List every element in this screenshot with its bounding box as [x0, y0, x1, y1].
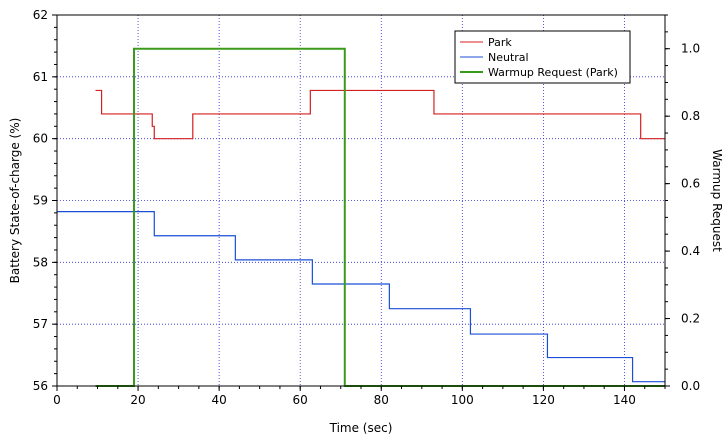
y2-tick-label: 0.2 — [681, 312, 700, 326]
grid-lines — [56, 14, 665, 387]
x-axis-title: Time (sec) — [329, 421, 393, 435]
y-tick-label: 56 — [33, 379, 48, 393]
series-line-warmup-request-park — [95, 47, 665, 387]
legend-label-warmup-request: Warmup Request (Park) — [488, 66, 618, 79]
x-tick-label: 60 — [293, 393, 308, 407]
x-tick-label: 140 — [613, 393, 636, 407]
y-tick-label: 59 — [33, 194, 48, 208]
y-tick-label: 57 — [33, 317, 48, 331]
y-axis-right: 0.0 0.2 0.4 0.6 0.8 1.0 — [665, 14, 700, 393]
legend-box — [454, 30, 631, 84]
x-tick-label: 40 — [211, 393, 226, 407]
y-axis-right-title: Warmup Request — [710, 149, 724, 252]
legend-label-neutral: Neutral — [488, 51, 529, 64]
y-axis-left-title: Battery State-of-charge (%) — [8, 118, 22, 284]
y2-tick-label: 0.4 — [681, 244, 700, 258]
y-tick-label: 61 — [33, 70, 48, 84]
y2-tick-label: 0.0 — [681, 379, 700, 393]
x-tick-label: 0 — [53, 393, 61, 407]
y-tick-label: 58 — [33, 255, 48, 269]
series-line-neutral — [57, 211, 665, 383]
x-tick-label: 100 — [451, 393, 474, 407]
series-line-park — [95, 89, 665, 140]
x-tick-label: 20 — [130, 393, 145, 407]
legend-label-park: Park — [488, 36, 512, 49]
y2-tick-label: 0.6 — [681, 177, 700, 191]
y-axis-left: 56 57 58 59 60 61 62 — [33, 8, 57, 393]
x-axis: 0 20 40 60 80 100 120 140 — [53, 386, 666, 407]
x-tick-label: 120 — [532, 393, 555, 407]
y-tick-label: 60 — [33, 132, 48, 146]
y2-tick-label: 0.8 — [681, 109, 700, 123]
legend: Park Neutral Warmup Request (Park) — [454, 30, 631, 84]
y2-tick-label: 1.0 — [681, 42, 700, 56]
series-lines — [57, 47, 665, 387]
x-tick-label: 80 — [374, 393, 389, 407]
y-tick-label: 62 — [33, 8, 48, 22]
